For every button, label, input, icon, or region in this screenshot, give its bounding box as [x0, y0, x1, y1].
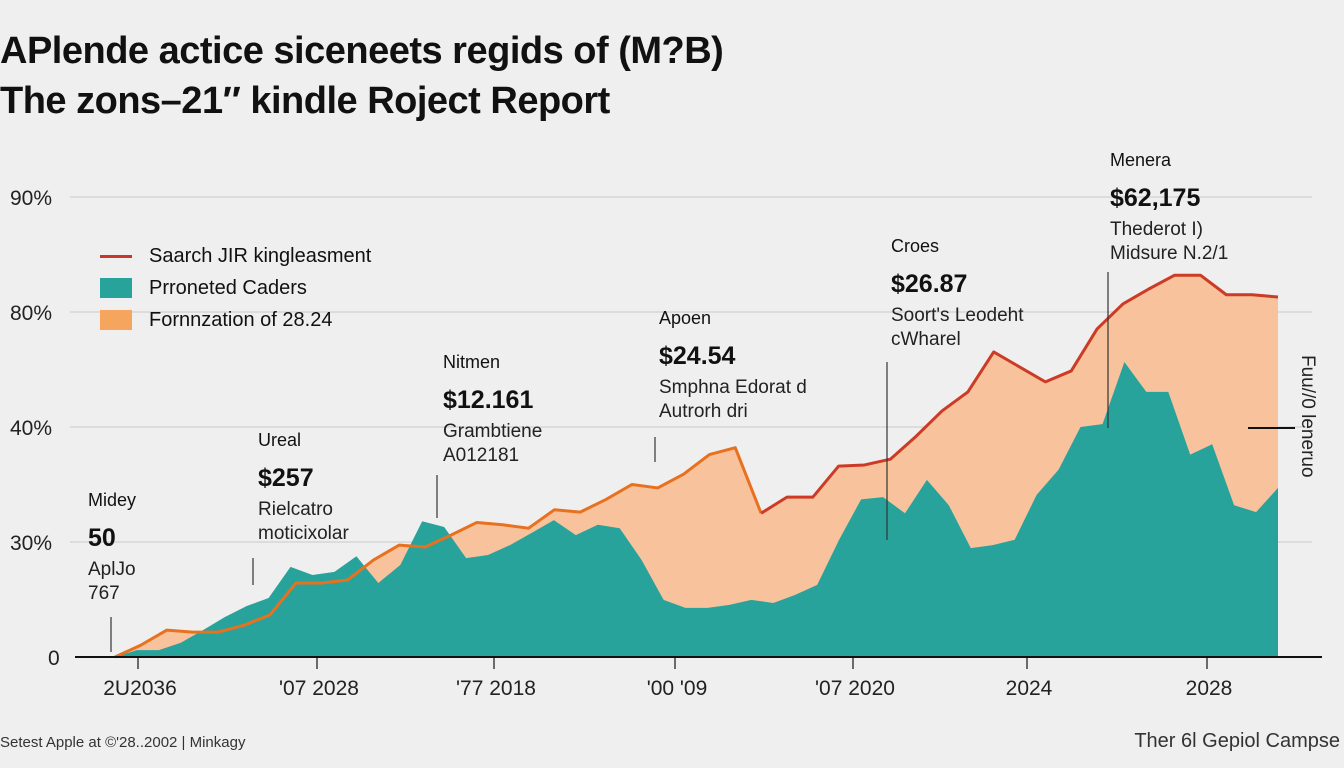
legend-teal-swatch [100, 278, 132, 298]
x-tick-label: 2024 [1006, 677, 1053, 700]
annotation-value: $257 [258, 464, 314, 492]
y-tick-label: 90% [10, 187, 52, 210]
y-tick-label: 0 [48, 647, 60, 670]
legend-label: Saarch JIR kingleasment [149, 244, 372, 267]
annotation-2: Ureal $257 Rielcatro moticixolar [258, 430, 349, 546]
annotation-desc: AplJo [88, 559, 136, 580]
legend-label: Prroneted Caders [149, 276, 307, 299]
legend-item-teal: Prroneted Caders [100, 272, 371, 304]
annotation-value: $24.54 [659, 342, 736, 370]
annotation-desc: moticixolar [258, 523, 349, 544]
legend-label: Fornnzation of 28.24 [149, 308, 333, 331]
chart-title-line-2: The zons–21″ kindle Roject Report [0, 80, 610, 122]
legend: Saarch JIR kingleasment Prroneted Caders… [100, 240, 371, 336]
annotation-desc: Soort's Leodeht [891, 305, 1024, 326]
annotation-desc: Smphna Edorat d [659, 377, 807, 398]
annotation-5: Croes $26.87 Soort's Leodeht cWharel [891, 236, 1024, 352]
legend-line-swatch [100, 254, 132, 258]
annotation-label: Menera [1110, 150, 1172, 170]
chart-title-line-1: APlende actice sicenеets regids of (M?B) [0, 30, 724, 72]
x-tick-label: '00 '09 [647, 677, 708, 700]
annotation-3: Nitmen $12.161 Grambtiene A012181 [443, 352, 542, 468]
footer-credit: Ther 6l Gepiol Campse [1134, 730, 1340, 752]
annotation-desc: A012181 [443, 445, 520, 466]
annotation-value: $26.87 [891, 270, 968, 298]
annotation-label: Apoen [659, 308, 712, 328]
annotation-desc: Grambtiene [443, 421, 543, 442]
footer-source: Setest Apple at ©'28..2002 | Minkagy [0, 734, 246, 751]
annotation-desc: Autrorh dri [659, 401, 748, 422]
annotation-1: Midey 50 AplJo 767 [88, 490, 136, 606]
annotation-label: Nitmen [443, 352, 501, 372]
x-tick-label: '77 2018 [456, 677, 536, 700]
legend-item-line: Saarch JIR kingleasment [100, 240, 371, 272]
y-tick-label: 30% [10, 532, 52, 555]
annotation-desc: Thederot I) [1110, 219, 1203, 240]
legend-item-orange: Fornnzation of 28.24 [100, 304, 371, 336]
x-tick-label: '07 2020 [815, 677, 895, 700]
annotation-desc: Rielcatro [258, 499, 333, 520]
teal-area [115, 362, 1278, 657]
annotation-label: Ureal [258, 430, 302, 450]
annotation-desc: 767 [88, 583, 120, 604]
annotation-value: 50 [88, 524, 116, 552]
annotation-6: Menera $62,175 Thederot I) Midsure N.2/1 [1110, 150, 1228, 266]
annotation-value: $62,175 [1110, 184, 1201, 212]
x-tick-label: '07 2028 [279, 677, 359, 700]
y-tick-label: 80% [10, 302, 52, 325]
annotation-label: Croes [891, 236, 940, 256]
x-tick-label: 2028 [1186, 677, 1233, 700]
side-label: Fuu//0 leneruo [1297, 355, 1318, 478]
annotation-desc: Midsure N.2/1 [1110, 243, 1229, 264]
x-tick-label: 2U2036 [103, 677, 177, 700]
annotation-4: Apoen $24.54 Smphna Edorat d Autrorh dri [659, 308, 807, 424]
annotation-value: $12.161 [443, 386, 534, 414]
annotation-label: Midey [88, 490, 137, 510]
y-tick-label: 40% [10, 417, 52, 440]
annotation-desc: cWharel [891, 329, 961, 350]
red-series-line [760, 273, 1279, 515]
orange-series-line [114, 446, 763, 659]
legend-orange-swatch [100, 310, 132, 330]
